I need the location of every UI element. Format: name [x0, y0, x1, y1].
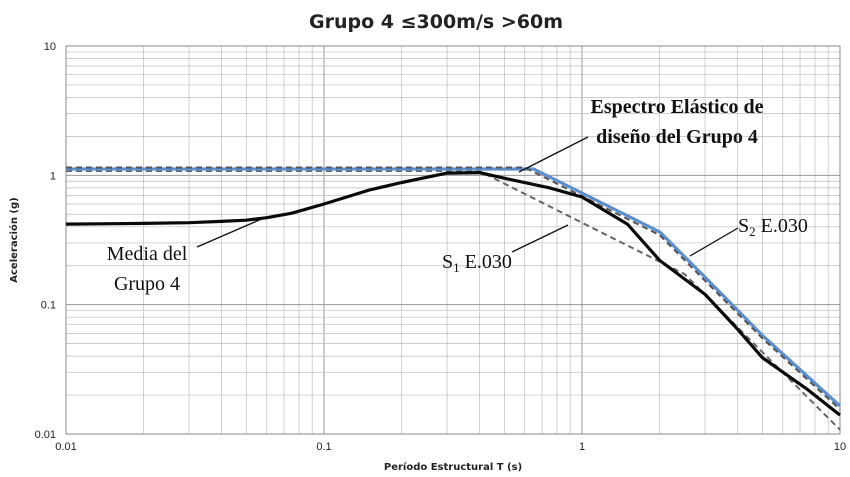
- annotation-media-line2: Grupo 4: [114, 273, 180, 295]
- x-tick-label: 10: [834, 441, 846, 453]
- s1-rest: E.030: [460, 251, 512, 273]
- annotation-espectro-line1: Espectro Elástico de: [591, 96, 764, 118]
- annotation-s2: S2 E.030: [689, 215, 808, 257]
- y-tick-label: 10: [44, 41, 56, 53]
- plot-area-border: [65, 45, 841, 435]
- y-tick-label: 1: [50, 170, 56, 182]
- x-axis-label: Período Estructural T (s): [384, 461, 522, 473]
- grid: [65, 46, 840, 435]
- leader-line-s1: [511, 224, 569, 253]
- s1-main: S: [442, 251, 453, 273]
- tick-labels: 0.01 0.1 1 10 10 1 0.1 0.01: [35, 41, 847, 453]
- leader-line-s2: [689, 227, 739, 257]
- annotation-s1: S1 E.030: [442, 224, 569, 275]
- series-layer: [65, 166, 842, 431]
- annotation-media: Media del Grupo 4: [107, 217, 265, 295]
- annotation-s1-label: S1 E.030: [442, 251, 512, 275]
- x-tick-label: 1: [579, 441, 585, 453]
- chart-title: Grupo 4 ≤300m/s >60m: [309, 11, 563, 33]
- s2-main: S: [738, 215, 749, 237]
- s2-sub: 2: [749, 224, 756, 239]
- s2-rest: E.030: [756, 215, 808, 237]
- annotation-s2-label: S2 E.030: [738, 215, 808, 239]
- leader-line-media: [196, 217, 265, 248]
- series-line-1: [65, 171, 841, 417]
- annotation-media-line1: Media del: [107, 243, 188, 265]
- annotation-espectro-line2: diseño del Grupo 4: [596, 126, 758, 148]
- series-line-2: [66, 167, 842, 408]
- y-axis-label: Aceleración (g): [8, 197, 20, 282]
- y-tick-label: 0.1: [41, 300, 56, 312]
- x-tick-label: 0.1: [316, 441, 331, 453]
- s1-sub: 1: [453, 260, 460, 275]
- x-tick-label: 0.01: [55, 441, 76, 453]
- series-line-3: [66, 166, 841, 411]
- annotation-espectro: Espectro Elástico de diseño del Grupo 4: [518, 96, 764, 173]
- y-tick-label: 0.01: [35, 429, 56, 441]
- leader-line-espectro: [518, 136, 589, 173]
